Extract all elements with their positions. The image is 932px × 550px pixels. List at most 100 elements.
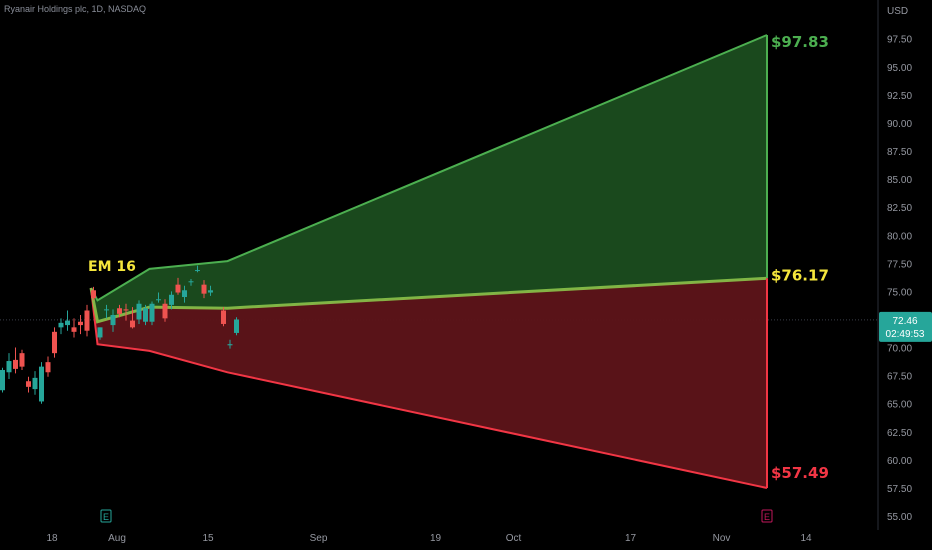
candle-body	[110, 314, 116, 326]
candle-up	[65, 310, 70, 331]
candle-up	[182, 285, 187, 303]
candle-down	[78, 314, 83, 335]
candle-up	[188, 279, 194, 286]
candle-body	[45, 362, 51, 373]
y-tick-label: 95.00	[887, 63, 912, 74]
candle-down	[201, 280, 207, 299]
candle-body	[26, 381, 31, 387]
upper-target-label: $97.83	[771, 33, 829, 51]
candle-body	[221, 310, 226, 324]
candle-down	[175, 277, 181, 295]
candle-body	[39, 366, 44, 402]
time-axis-ticks: 18 Aug 15 Sep 19 Oct 17 Nov 14	[46, 533, 812, 544]
y-tick-label: 62.50	[887, 428, 912, 439]
candle-up	[169, 291, 174, 310]
annotations: $97.83 $76.17 $57.49 EM 16	[88, 33, 829, 482]
candle-body	[84, 310, 90, 331]
candle-up	[0, 367, 5, 393]
candle-down	[26, 376, 31, 393]
candle-down	[13, 347, 18, 374]
candle-up	[6, 353, 12, 379]
candle-body	[65, 320, 70, 326]
candles	[0, 265, 239, 404]
candle-body	[52, 331, 57, 354]
candle-body	[6, 361, 12, 373]
x-tick-label: 19	[430, 533, 442, 544]
candle-body	[78, 321, 83, 326]
y-tick-label: 80.00	[887, 231, 912, 242]
lower-bound-line	[90, 287, 768, 489]
earnings-marker-box	[761, 509, 773, 523]
last-price-badge: 72.46 02:49:53	[879, 311, 932, 342]
candle-down	[91, 286, 96, 301]
candle-down	[52, 327, 57, 358]
candle-down	[71, 318, 77, 338]
candle-body	[136, 303, 142, 320]
x-tick-label: 15	[202, 533, 214, 544]
x-tick-label: Nov	[713, 533, 731, 544]
candle-body	[201, 284, 207, 294]
candle-body	[130, 320, 135, 328]
x-tick-label: 14	[800, 533, 812, 544]
y-tick-label: 60.00	[887, 456, 912, 467]
last-price: 72.46	[892, 316, 917, 327]
candle-body	[58, 322, 64, 328]
em-label: EM 16	[88, 259, 136, 275]
candle-down	[84, 304, 90, 337]
candle-body	[13, 359, 18, 369]
candle-body	[123, 309, 129, 311]
y-tick-label: 70.00	[887, 344, 912, 355]
y-tick-label: 90.00	[887, 119, 912, 130]
candle-body	[208, 290, 213, 293]
candle-down	[19, 349, 25, 371]
candle-body	[169, 294, 174, 305]
price-axis-ticks: 55.0057.5060.0062.5065.0067.5070.0072.50…	[887, 35, 912, 523]
candle-body	[227, 344, 233, 346]
candle-up	[39, 362, 44, 404]
y-tick-label: 82.50	[887, 203, 912, 214]
candle-body	[117, 308, 122, 314]
candle-up	[234, 317, 239, 336]
candle-body	[97, 327, 103, 338]
x-tick-label: Aug	[108, 533, 126, 544]
candle-down	[162, 299, 168, 322]
candle-up	[156, 292, 161, 303]
candle-body	[19, 353, 25, 367]
candle-body	[234, 319, 239, 333]
candle-down	[221, 307, 226, 327]
candle-down	[130, 307, 135, 329]
y-tick-label: 67.50	[887, 372, 912, 383]
downside-range-fill	[91, 278, 767, 488]
candle-body	[0, 370, 5, 391]
candle-body	[32, 377, 38, 390]
x-tick-label: 18	[46, 533, 58, 544]
chart-title: Ryanair Holdings plc, 1D, NASDAQ	[4, 4, 147, 14]
earnings-marker-label: E	[103, 512, 109, 522]
candle-body	[182, 290, 187, 298]
candle-up	[227, 339, 233, 349]
price-axis[interactable]	[878, 0, 932, 550]
y-tick-label: 97.50	[887, 35, 912, 46]
candle-body	[149, 303, 155, 322]
candle-down	[117, 304, 122, 318]
candle-up	[104, 304, 109, 319]
candle-up	[149, 301, 155, 326]
x-tick-label: Oct	[506, 533, 522, 544]
candle-body	[188, 281, 194, 283]
candle-up	[110, 309, 116, 332]
candle-body	[71, 327, 77, 332]
candle-body	[91, 290, 96, 299]
y-tick-label: 57.50	[887, 484, 912, 495]
candle-body	[175, 284, 181, 293]
candle-up	[136, 300, 142, 324]
lower-target-label: $57.49	[771, 464, 829, 482]
x-tick-label: Sep	[310, 533, 328, 544]
candle-down	[123, 303, 129, 321]
candle-body	[143, 308, 148, 322]
candle-up	[195, 265, 200, 273]
candle-up	[58, 318, 64, 335]
bar-countdown: 02:49:53	[886, 329, 925, 340]
y-tick-label: 85.00	[887, 175, 912, 186]
